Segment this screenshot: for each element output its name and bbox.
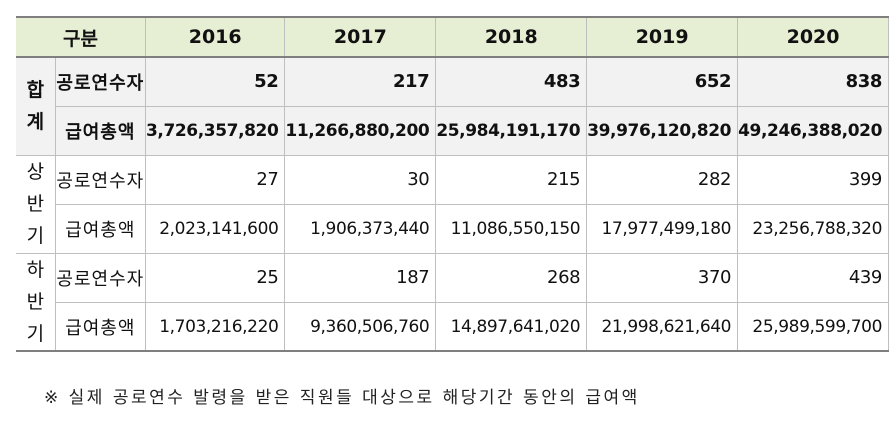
header-category: 구분 <box>16 16 146 58</box>
footnote: ※ 실제 공로연수 발령을 받은 직원들 대상으로 해당기간 동안의 급여액 <box>44 388 640 408</box>
row-label: 공로연수자 <box>54 252 146 303</box>
table-cell: 652 <box>586 56 739 107</box>
row-label: 공로연수자 <box>54 154 146 205</box>
table-cell: 370 <box>586 252 739 303</box>
table-cell: 282 <box>586 154 739 205</box>
table-cell: 17,977,499,180 <box>586 203 739 254</box>
table-cell: 2,023,141,600 <box>144 203 286 254</box>
table-cell: 268 <box>435 252 588 303</box>
table-cell: 187 <box>284 252 437 303</box>
row-label: 급여총액 <box>54 105 146 156</box>
table-cell: 1,906,373,440 <box>284 203 437 254</box>
table-cell: 21,998,621,640 <box>586 301 739 352</box>
table-cell: 14,897,641,020 <box>435 301 588 352</box>
header-year: 2016 <box>144 16 286 58</box>
table-cell: 49,246,388,020 <box>737 105 889 156</box>
table-cell: 215 <box>435 154 588 205</box>
table-cell: 39,976,120,820 <box>586 105 739 156</box>
header-year: 2017 <box>284 16 437 58</box>
table-cell: 52 <box>144 56 286 107</box>
table-cell: 25 <box>144 252 286 303</box>
table-cell: 1,703,216,220 <box>144 301 286 352</box>
row-label: 급여총액 <box>54 301 146 352</box>
row-label: 공로연수자 <box>54 56 146 107</box>
table-cell: 11,086,550,150 <box>435 203 588 254</box>
table-cell: 217 <box>284 56 437 107</box>
table-row: 급여총액 1,703,216,220 9,360,506,760 14,897,… <box>16 301 889 352</box>
table-cell: 27 <box>144 154 286 205</box>
table-row: 급여총액 3,726,357,820 11,266,880,200 25,984… <box>16 105 889 156</box>
header-year: 2018 <box>435 16 588 58</box>
table-cell: 25,984,191,170 <box>435 105 588 156</box>
row-label: 급여총액 <box>54 203 146 254</box>
table-cell: 25,989,599,700 <box>737 301 889 352</box>
table-cell: 399 <box>737 154 889 205</box>
header-year: 2019 <box>586 16 739 58</box>
table-cell: 439 <box>737 252 889 303</box>
header-row: 구분 2016 2017 2018 2019 2020 <box>16 16 889 58</box>
table-cell: 3,726,357,820 <box>144 105 286 156</box>
header-year: 2020 <box>737 16 889 58</box>
table-cell: 838 <box>737 56 889 107</box>
table-cell: 23,256,788,320 <box>737 203 889 254</box>
table-cell: 9,360,506,760 <box>284 301 437 352</box>
table-cell: 483 <box>435 56 588 107</box>
table-cell: 30 <box>284 154 437 205</box>
table-row: 급여총액 2,023,141,600 1,906,373,440 11,086,… <box>16 203 889 254</box>
table-cell: 11,266,880,200 <box>284 105 437 156</box>
